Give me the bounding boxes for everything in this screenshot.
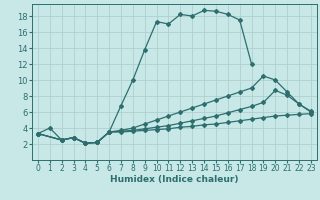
X-axis label: Humidex (Indice chaleur): Humidex (Indice chaleur) [110,175,239,184]
